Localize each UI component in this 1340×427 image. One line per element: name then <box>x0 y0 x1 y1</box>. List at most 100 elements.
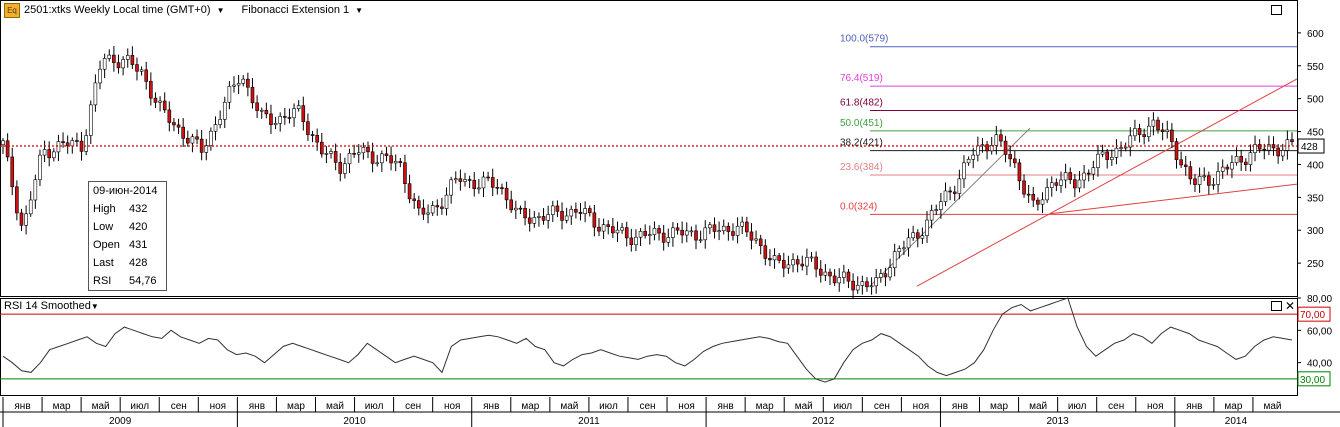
candle-body <box>527 217 532 224</box>
candle-body <box>828 271 832 277</box>
candle-body <box>837 277 842 284</box>
candle-body <box>560 211 564 221</box>
candle-body <box>758 238 763 247</box>
info-row: Open 431 <box>93 239 148 251</box>
maximize-icon[interactable] <box>1271 301 1282 311</box>
candle-body <box>283 116 287 118</box>
candle-body <box>172 122 176 126</box>
candle-body <box>703 227 708 241</box>
candle-body <box>939 201 943 210</box>
candle-body <box>1197 176 1202 185</box>
x-month-label: янв <box>14 401 30 412</box>
candle-body <box>1183 164 1188 168</box>
candle-body <box>486 176 490 179</box>
candle-body <box>370 151 375 164</box>
rsi-panel-title[interactable]: RSI 14 Smoothed▼ <box>4 300 99 312</box>
candle-body <box>952 191 957 194</box>
candle-body <box>980 144 985 147</box>
candle-body <box>1049 182 1054 188</box>
x-month-label: мар <box>287 401 305 412</box>
candle-body <box>246 78 250 88</box>
candle-body <box>236 83 241 86</box>
candle-body <box>384 153 389 156</box>
candle-body <box>671 227 675 238</box>
chart-header: 2501:xtks Weekly Local time (GMT+0) ▼ Fib… <box>24 2 369 18</box>
x-month-label: июл <box>365 401 384 412</box>
instrument-badge[interactable]: Eq <box>4 3 20 18</box>
candle-body <box>643 231 647 236</box>
candle-body <box>264 109 269 115</box>
study-label[interactable]: Fibonacci Extension 1 <box>241 4 350 16</box>
candle-body <box>209 130 213 146</box>
candle-body <box>477 187 481 190</box>
instrument-label[interactable]: 2501:xtks Weekly Local time (GMT+0) <box>24 4 211 16</box>
candle-body <box>1068 172 1073 180</box>
x-month-label: сен <box>1108 401 1124 412</box>
candle-body <box>832 275 837 284</box>
close-icon[interactable]: ✕ <box>1285 299 1296 313</box>
candle-body <box>971 154 976 160</box>
candle-body <box>694 230 698 241</box>
candle-body <box>149 81 153 99</box>
candle-body <box>440 206 444 209</box>
candle-body <box>42 149 47 156</box>
candle-body <box>93 82 98 106</box>
chevron-down-icon[interactable]: ▼ <box>216 6 225 15</box>
candle-body <box>948 190 952 193</box>
candle-body <box>745 221 749 233</box>
candle-body <box>966 159 971 164</box>
candle-body <box>1174 141 1179 161</box>
trend-line <box>916 78 1298 287</box>
candle-body <box>227 85 232 103</box>
x-month-label: янв <box>483 401 499 412</box>
fib-leg-line <box>869 127 1031 287</box>
candle-body <box>800 263 805 267</box>
rsi-level-label: 70,00 <box>1300 310 1325 321</box>
chevron-down-icon[interactable]: ▼ <box>355 6 364 15</box>
candle-body <box>500 187 504 189</box>
x-month-label: ноя <box>210 401 227 412</box>
candle-body <box>818 268 823 276</box>
candle-body <box>1022 180 1026 195</box>
last-price-tag <box>1297 138 1325 154</box>
candle-body <box>509 199 514 211</box>
candle-body <box>1096 153 1100 168</box>
x-year-label: 2011 <box>578 416 600 427</box>
candle-body <box>624 227 629 239</box>
candle-body <box>1207 175 1211 186</box>
candle-body <box>278 116 283 124</box>
price-y-tick-label: 450 <box>1307 128 1324 139</box>
candle-body <box>38 154 42 181</box>
candle-body <box>1216 171 1220 185</box>
candle-body <box>1248 152 1253 165</box>
candle-body <box>1045 187 1049 201</box>
candle-body <box>1114 147 1119 158</box>
candle-body <box>721 225 726 232</box>
candle-body <box>181 126 185 139</box>
candle-body <box>375 162 380 165</box>
candle-body <box>1077 179 1082 189</box>
candle-body <box>879 273 883 278</box>
candle-body <box>481 176 486 189</box>
candle-body <box>1280 150 1285 157</box>
candle-body <box>490 177 495 188</box>
price-y-tick-label: 600 <box>1307 29 1324 40</box>
candle-body <box>1040 199 1045 205</box>
candle-body <box>638 231 643 238</box>
candle-body <box>361 147 366 154</box>
candle-body <box>546 214 550 221</box>
candle-body <box>135 64 139 72</box>
x-month-label: мар <box>53 401 71 412</box>
candle-body <box>75 140 79 142</box>
candle-body <box>250 86 255 104</box>
maximize-icon[interactable] <box>1271 5 1282 15</box>
candle-body <box>186 138 190 144</box>
candle-body <box>689 230 694 233</box>
x-year-label: 2014 <box>1225 416 1248 427</box>
candle-body <box>731 231 735 236</box>
candle-body <box>1137 128 1142 135</box>
candle-body <box>403 162 407 185</box>
candle-body <box>1091 167 1096 175</box>
